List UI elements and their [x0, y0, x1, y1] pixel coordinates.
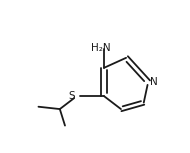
- Text: H₂N: H₂N: [90, 43, 110, 53]
- Text: S: S: [68, 91, 75, 101]
- Text: N: N: [150, 77, 158, 87]
